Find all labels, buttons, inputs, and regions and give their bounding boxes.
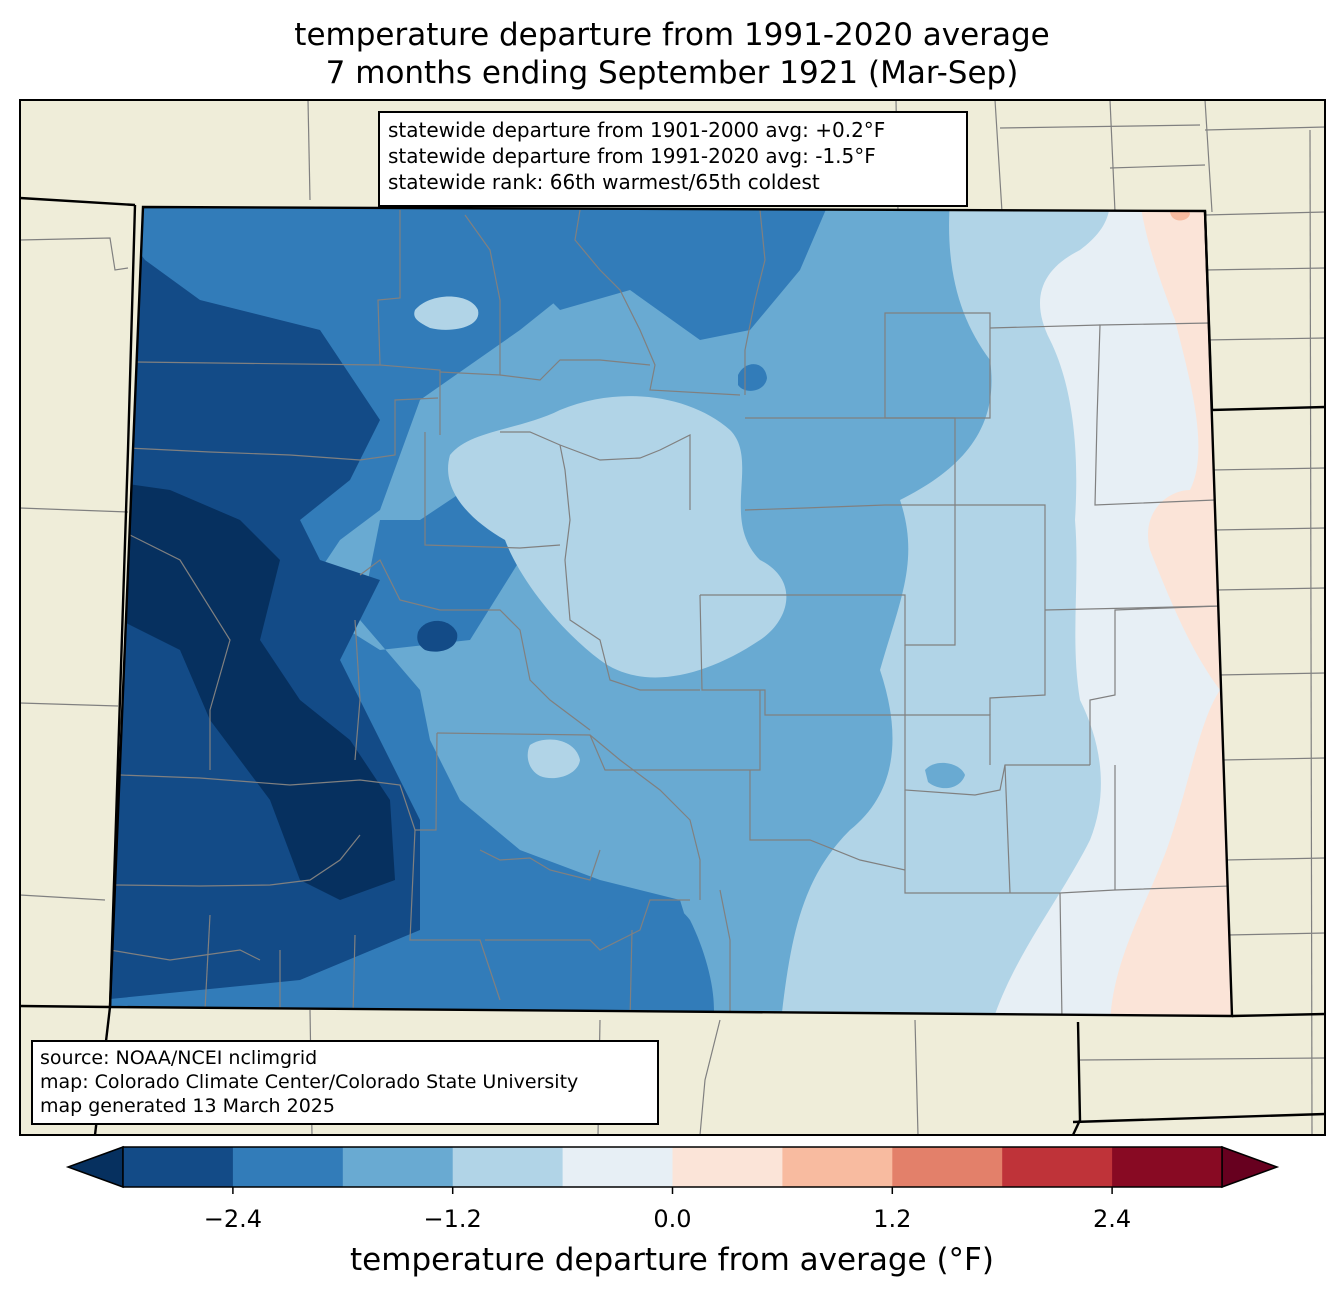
colorbar-segment [562, 1147, 673, 1187]
colorbar-segment [1112, 1147, 1223, 1187]
colorbar-segment [342, 1147, 454, 1187]
colorbar-segment [782, 1147, 893, 1187]
map-frame [19, 99, 1326, 1136]
contour-north-dark [510, 207, 830, 340]
source-box: source: NOAA/NCEI nclimgrid map: Colorad… [31, 1040, 659, 1125]
generated-date-line: map generated 13 March 2025 [40, 1095, 335, 1117]
colorbar-segment [452, 1147, 564, 1187]
map-title-line-1: temperature departure from 1991-2020 ave… [294, 17, 1050, 53]
colorbar-segment [672, 1147, 783, 1187]
contour-island-1 [417, 620, 458, 652]
contour-island-3 [527, 739, 580, 779]
stat-rank: statewide rank: 66th warmest/65th coldes… [388, 170, 820, 194]
colorbar-under-extension [65, 1145, 124, 1189]
colorbar-segment [892, 1147, 1003, 1187]
contour-east-warm [1110, 207, 1232, 1016]
colorbar-tick-label: 1.2 [873, 1205, 912, 1233]
colorado-county-lines [110, 209, 1231, 1016]
colorbar-label: temperature departure from average (°F) [350, 1242, 994, 1278]
stat-departure-1901-2000: statewide departure from 1901-2000 avg: … [388, 118, 886, 142]
contour-south-dark [587, 899, 714, 1016]
colorbar-tick-label: 2.4 [1093, 1205, 1132, 1233]
contour-island-5 [925, 762, 965, 789]
colorbar-tick-label: −2.4 [203, 1205, 263, 1233]
colorbar-segment [1002, 1147, 1113, 1187]
statewide-stats-box: statewide departure from 1901-2000 avg: … [378, 111, 968, 207]
colorbar-tick-label: −1.2 [423, 1205, 482, 1233]
colorbar [65, 1145, 1280, 1194]
colorbar-segment [232, 1147, 344, 1187]
temperature-contours [110, 207, 1232, 1016]
map-credit-line: map: Colorado Climate Center/Colorado St… [40, 1071, 579, 1093]
stat-departure-1991-2020: statewide departure from 1991-2020 avg: … [388, 144, 876, 168]
contour-west-darkest [110, 480, 395, 900]
contour-center-light [448, 396, 787, 678]
colorbar-tick-label: 0.0 [653, 1205, 692, 1233]
contour-island-2 [414, 296, 479, 330]
colorbar-over-extension [1221, 1145, 1280, 1189]
map-title-line-2: 7 months ending September 1921 (Mar-Sep) [325, 55, 1019, 91]
colorbar-segment [123, 1147, 234, 1187]
source-line: source: NOAA/NCEI nclimgrid [40, 1047, 318, 1069]
